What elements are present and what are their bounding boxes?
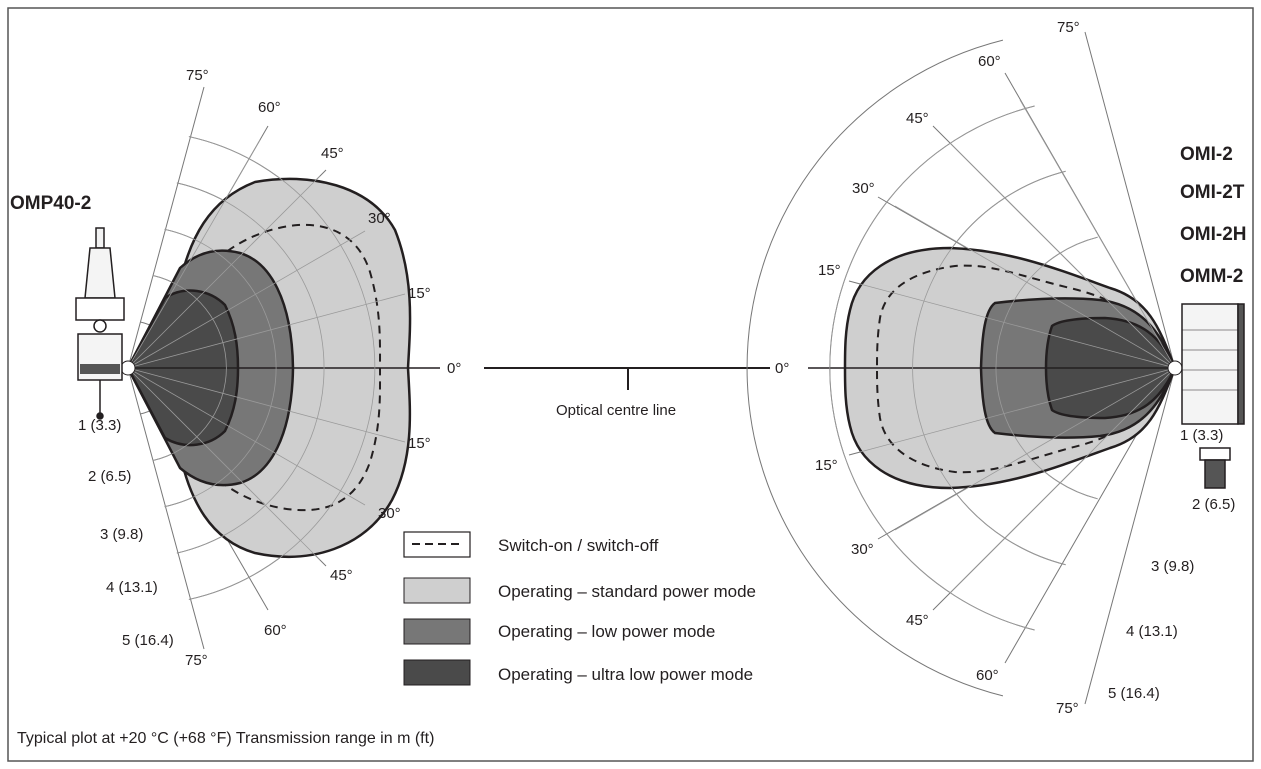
right-range-label-2: 2 (6.5) <box>1192 496 1235 513</box>
omm-2-label: OMM-2 <box>1180 266 1243 287</box>
right-angle-label-60-lower: 60° <box>976 667 999 684</box>
legend-label-low-power: Operating – low power mode <box>498 622 715 641</box>
left-range-label-4: 4 (13.1) <box>106 579 158 596</box>
left-range-label-2: 2 (6.5) <box>88 468 131 485</box>
left-angle-label-60-upper: 60° <box>258 99 281 116</box>
right-angle-label-45-lower: 45° <box>906 612 929 629</box>
right-range-label-3: 3 (9.8) <box>1151 558 1194 575</box>
left-ray-overlays <box>127 139 406 561</box>
right-polar-plot: OMI-2 OMI-2T OMI-2H OMM-2 75° 60° 45° 30… <box>746 19 1247 717</box>
left-origin-marker <box>120 360 136 376</box>
left-angle-label-15-lower: 15° <box>408 435 431 452</box>
legend-item-standard-power: Operating – standard power mode <box>403 577 756 604</box>
right-angle-label-30-lower: 30° <box>851 541 874 558</box>
right-switch-on-off-line <box>876 264 1176 474</box>
legend-item-switch-on-off: Switch-on / switch-off <box>403 531 659 558</box>
left-range-label-1: 1 (3.3) <box>78 417 121 434</box>
left-angle-label-45-lower: 45° <box>330 567 353 584</box>
left-angle-label-0: 0° <box>447 360 461 377</box>
omi-2h-label: OMI-2H <box>1180 224 1247 245</box>
legend-label-switch-on-off: Switch-on / switch-off <box>498 536 659 555</box>
right-angle-label-45-upper: 45° <box>906 110 929 127</box>
right-angle-label-75-upper: 75° <box>1057 19 1080 36</box>
right-angle-label-30-upper: 30° <box>852 180 875 197</box>
right-angle-label-0: 0° <box>775 360 789 377</box>
left-polar-plot: OMP40-2 75° 60° 45° 30° 15° 0° 15° 30° 4… <box>10 67 461 669</box>
legend-item-ultra-low-power: Operating – ultra low power mode <box>403 659 753 686</box>
diagram-border <box>7 7 1254 762</box>
right-range-label-1: 1 (3.3) <box>1180 427 1223 444</box>
right-ray-overlays <box>859 99 1176 594</box>
legend-label-ultra-low-power: Operating – ultra low power mode <box>498 665 753 684</box>
omi-receiver-icon <box>1181 303 1245 489</box>
left-range-label-5: 5 (16.4) <box>122 632 174 649</box>
left-range-arc-overlays <box>152 136 376 600</box>
left-angle-label-45-upper: 45° <box>321 145 344 162</box>
optical-centre-line: Optical centre line <box>484 367 770 419</box>
omi-2-label: OMI-2 <box>1180 144 1233 165</box>
right-origin-marker <box>1167 360 1183 376</box>
left-angle-label-30-lower: 30° <box>378 505 401 522</box>
legend-label-standard-power: Operating – standard power mode <box>498 582 756 601</box>
right-range-arc-overlays <box>829 105 1098 631</box>
left-range-label-3: 3 (9.8) <box>100 526 143 543</box>
left-angle-label-75-lower: 75° <box>185 652 208 669</box>
omi-2t-label: OMI-2T <box>1180 182 1245 203</box>
optical-centre-line-label: Optical centre line <box>556 402 676 419</box>
right-angle-label-75-lower: 75° <box>1056 700 1079 717</box>
omp40-2-label: OMP40-2 <box>10 193 91 214</box>
omp40-2-probe-icon <box>75 227 125 420</box>
right-range-label-4: 4 (13.1) <box>1126 623 1178 640</box>
caption: Typical plot at +20 °C (+68 °F) Transmis… <box>17 730 434 747</box>
right-angle-label-15-lower: 15° <box>815 457 838 474</box>
left-angle-label-30-upper: 30° <box>368 210 391 227</box>
left-angle-label-60-lower: 60° <box>264 622 287 639</box>
right-angle-label-15-upper: 15° <box>818 262 841 279</box>
right-angle-label-60-upper: 60° <box>978 53 1001 70</box>
left-angle-label-15-upper: 15° <box>408 285 431 302</box>
right-range-label-5: 5 (16.4) <box>1108 685 1160 702</box>
left-angle-label-75-upper: 75° <box>186 67 209 84</box>
legend-item-low-power: Operating – low power mode <box>403 618 715 645</box>
legend: Switch-on / switch-off Operating – stand… <box>403 531 756 686</box>
